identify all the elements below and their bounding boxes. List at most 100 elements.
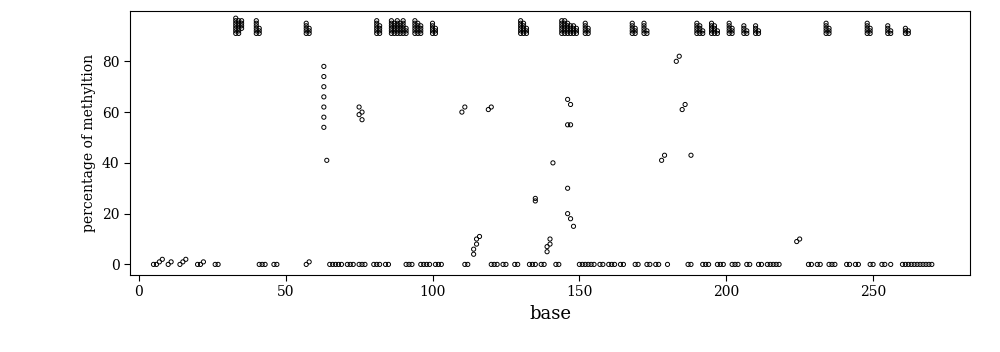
Point: [395, 31, 411, 36]
Point: [380, 262, 396, 267]
Point: [328, 262, 344, 267]
Point: [771, 262, 787, 267]
Point: [689, 28, 705, 34]
Point: [680, 262, 696, 267]
Point: [316, 74, 332, 79]
Point: [821, 31, 837, 36]
Point: [430, 262, 446, 267]
Point: [859, 28, 875, 34]
Point: [392, 23, 408, 29]
Point: [574, 262, 590, 267]
Point: [527, 196, 543, 201]
Point: [331, 262, 347, 267]
Point: [298, 23, 314, 29]
Point: [583, 262, 599, 267]
Point: [369, 25, 385, 31]
Point: [369, 262, 385, 267]
Point: [495, 262, 511, 267]
Point: [251, 25, 267, 31]
X-axis label: base: base: [529, 304, 571, 322]
Point: [345, 262, 361, 267]
Point: [516, 25, 532, 31]
Point: [316, 64, 332, 69]
Point: [624, 31, 640, 36]
Point: [383, 25, 399, 31]
Point: [698, 262, 714, 267]
Point: [821, 25, 837, 31]
Point: [516, 23, 532, 29]
Point: [548, 262, 564, 267]
Point: [298, 20, 314, 26]
Point: [195, 259, 211, 265]
Point: [695, 28, 711, 34]
Point: [410, 25, 426, 31]
Point: [513, 28, 529, 34]
Point: [818, 23, 834, 29]
Point: [489, 262, 505, 267]
Point: [148, 262, 164, 267]
Point: [389, 18, 405, 24]
Point: [248, 23, 264, 29]
Point: [709, 262, 725, 267]
Point: [228, 28, 244, 34]
Point: [234, 25, 250, 31]
Point: [900, 262, 916, 267]
Point: [301, 28, 317, 34]
Point: [251, 31, 267, 36]
Point: [768, 262, 784, 267]
Point: [862, 31, 878, 36]
Point: [739, 31, 755, 36]
Point: [207, 262, 223, 267]
Point: [483, 262, 499, 267]
Point: [897, 28, 913, 34]
Point: [369, 28, 385, 34]
Point: [542, 236, 558, 242]
Point: [859, 31, 875, 36]
Point: [316, 104, 332, 110]
Point: [231, 23, 247, 29]
Point: [557, 25, 573, 31]
Point: [859, 23, 875, 29]
Point: [372, 25, 388, 31]
Point: [689, 20, 705, 26]
Point: [560, 186, 576, 191]
Point: [175, 259, 191, 265]
Point: [557, 23, 573, 29]
Point: [568, 25, 584, 31]
Point: [563, 23, 579, 29]
Point: [410, 23, 426, 29]
Point: [354, 117, 370, 122]
Point: [659, 262, 675, 267]
Point: [386, 31, 402, 36]
Point: [624, 28, 640, 34]
Point: [351, 112, 367, 118]
Point: [427, 262, 443, 267]
Point: [398, 262, 414, 267]
Point: [460, 262, 476, 267]
Point: [642, 262, 658, 267]
Point: [519, 25, 535, 31]
Point: [563, 102, 579, 107]
Point: [577, 25, 593, 31]
Point: [897, 25, 913, 31]
Point: [724, 262, 740, 267]
Point: [704, 31, 720, 36]
Point: [407, 18, 423, 24]
Point: [516, 20, 532, 26]
Point: [398, 25, 414, 31]
Point: [753, 262, 769, 267]
Point: [389, 31, 405, 36]
Point: [407, 25, 423, 31]
Point: [897, 31, 913, 36]
Point: [557, 28, 573, 34]
Point: [689, 23, 705, 29]
Point: [909, 262, 925, 267]
Point: [736, 28, 752, 34]
Point: [636, 31, 652, 36]
Point: [154, 257, 170, 262]
Point: [469, 236, 485, 242]
Point: [689, 25, 705, 31]
Point: [715, 262, 731, 267]
Point: [395, 20, 411, 26]
Point: [251, 28, 267, 34]
